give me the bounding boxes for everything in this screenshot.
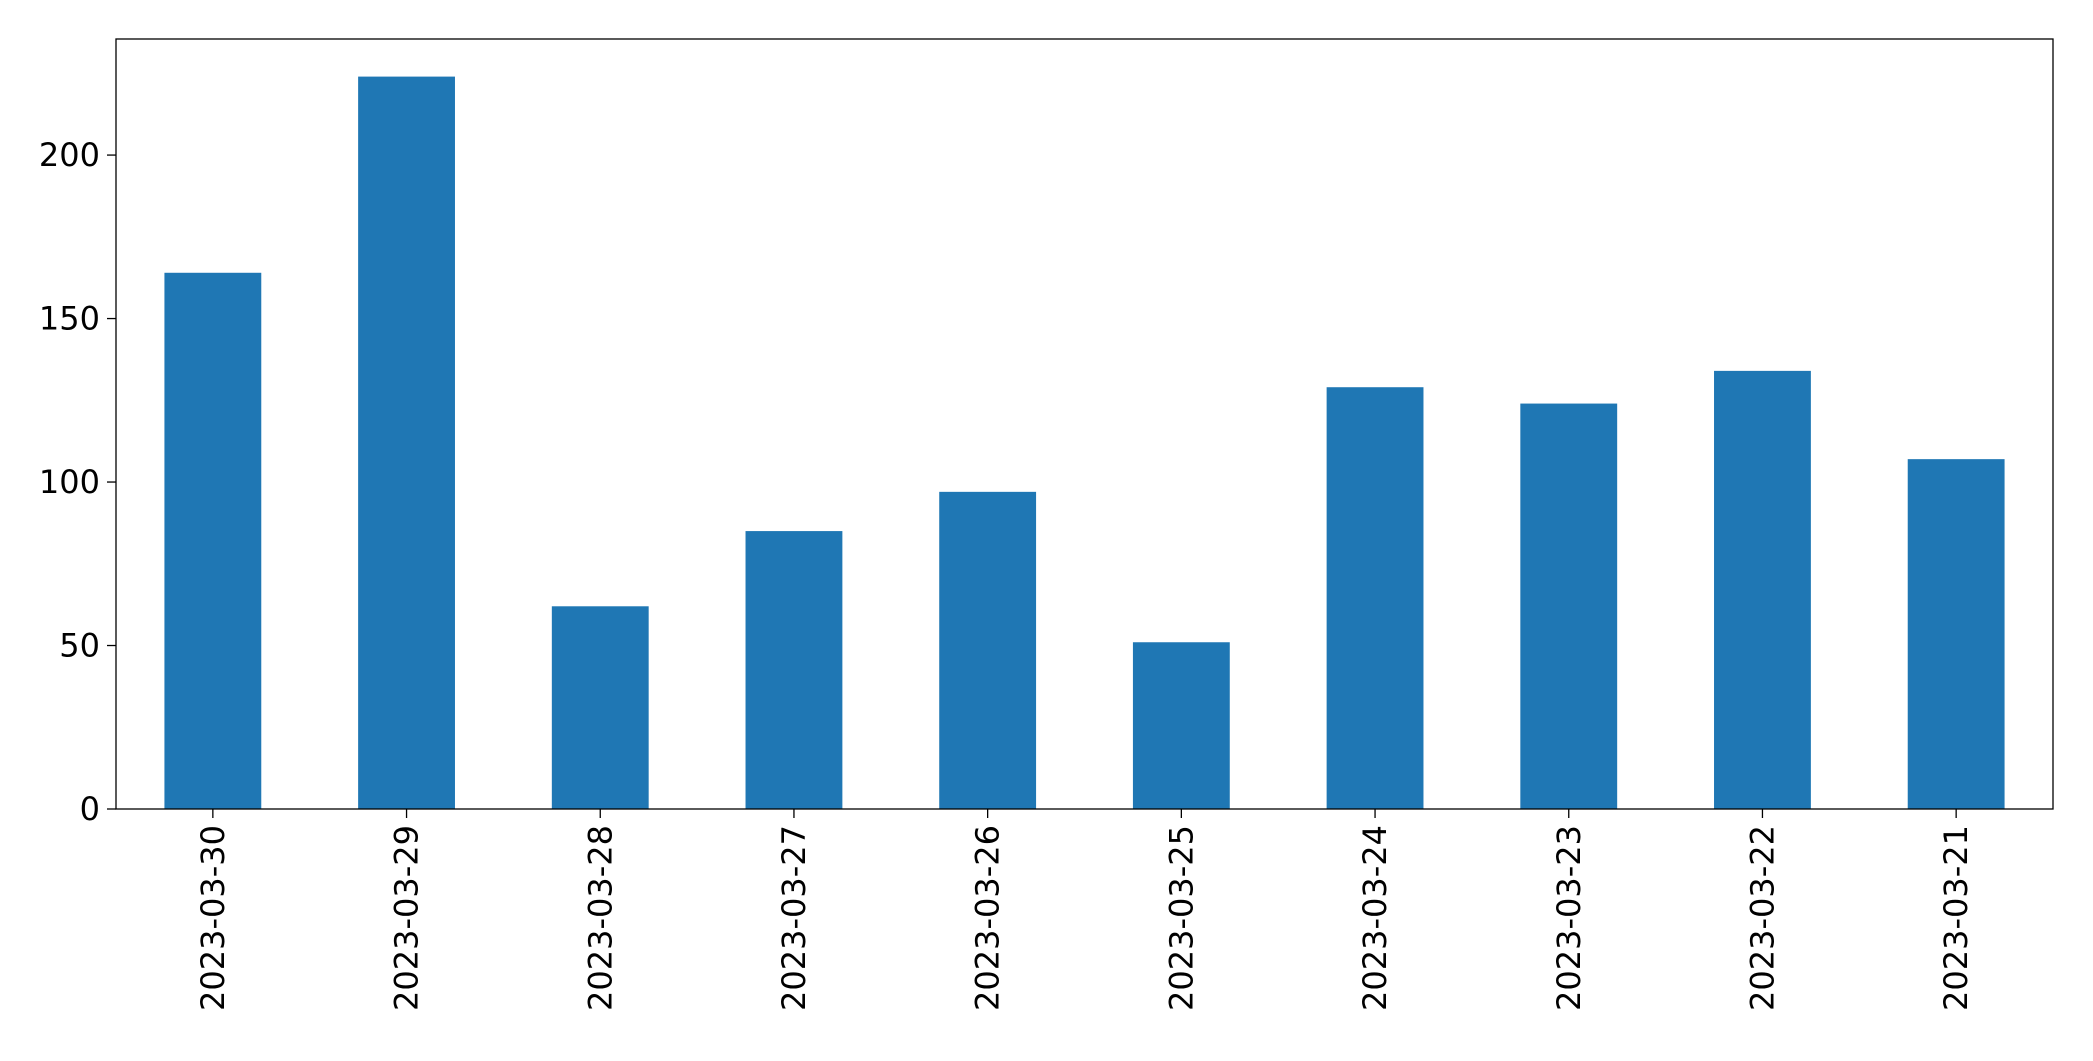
y-tick-label: 200: [39, 136, 100, 174]
bar: [551, 606, 649, 809]
y-tick-label: 100: [39, 463, 100, 501]
x-tick-label: 2023-03-25: [1162, 825, 1200, 1011]
bar: [939, 491, 1037, 809]
bar: [164, 272, 262, 810]
x-tick-label: 2023-03-26: [969, 825, 1007, 1011]
y-tick-label: 0: [80, 790, 100, 828]
x-tick-label: 2023-03-22: [1743, 825, 1781, 1011]
bar: [358, 76, 455, 810]
bar: [1326, 387, 1424, 809]
x-tick-label: 2023-03-27: [775, 825, 813, 1011]
x-tick-label: 2023-03-21: [1937, 825, 1975, 1011]
bar: [1520, 403, 1618, 809]
bar: [1714, 370, 1811, 809]
x-tick-label: 2023-03-24: [1356, 825, 1394, 1011]
x-tick-label: 2023-03-28: [581, 825, 619, 1011]
plot-frame: [115, 38, 2054, 810]
x-tick-label: 2023-03-30: [194, 825, 232, 1011]
bar: [1132, 642, 1230, 809]
bar: [745, 531, 843, 809]
bar: [1907, 459, 2005, 809]
x-tick-label: 2023-03-29: [388, 825, 426, 1011]
y-tick-label: 50: [59, 627, 100, 665]
y-tick-label: 150: [39, 300, 100, 338]
x-tick-label: 2023-03-23: [1550, 825, 1588, 1011]
